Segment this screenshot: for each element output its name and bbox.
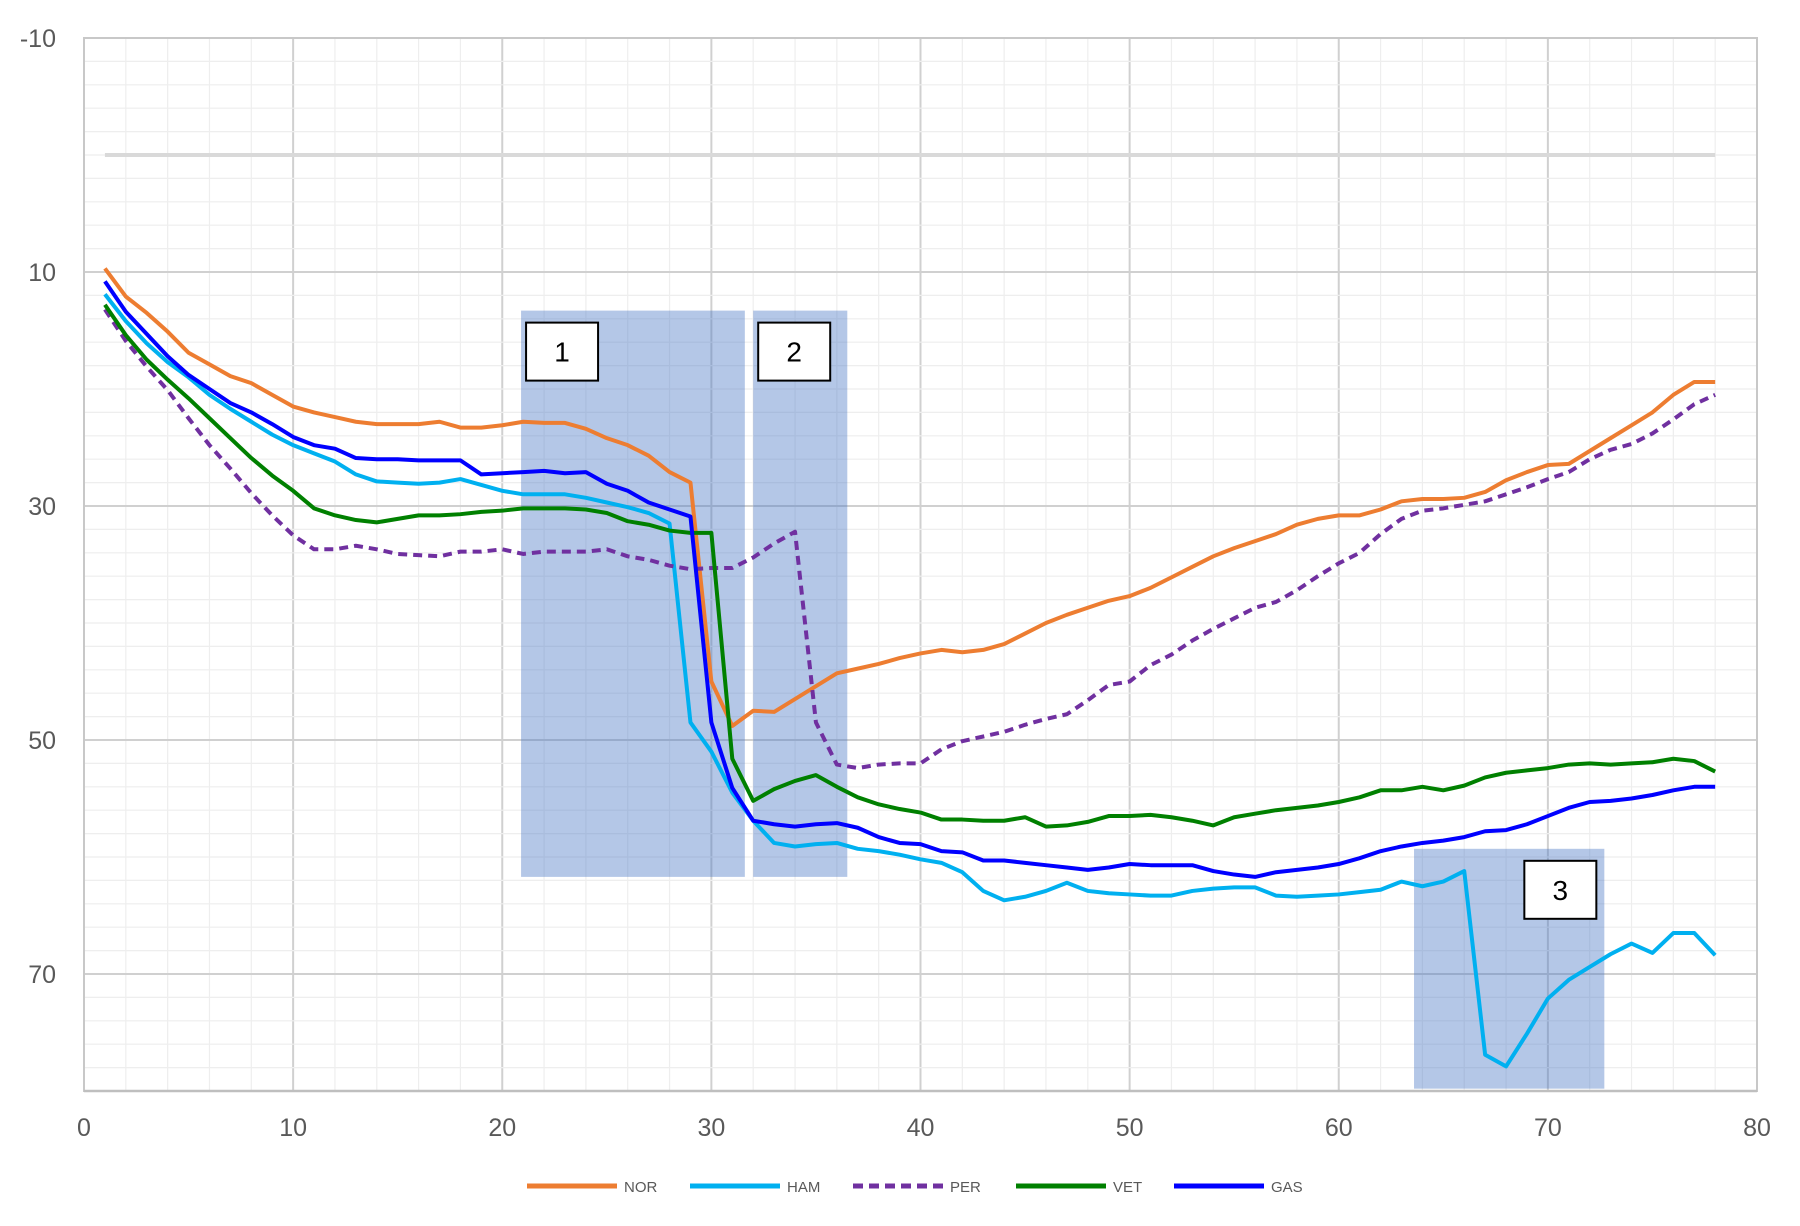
y-tick-label: 50: [28, 727, 56, 755]
axes: 0 10 20 30 40 50 60 70 80 -10 10 30 50 70: [20, 25, 1771, 1142]
legend-item-nor: NOR: [527, 1179, 658, 1196]
x-tick-label: 30: [697, 1114, 725, 1142]
annotation-region-1: [521, 310, 745, 877]
series-line-vet: [103, 303, 1717, 829]
y-tick-label: 30: [28, 493, 56, 521]
series-lines: [103, 267, 1717, 1069]
x-tick-label: 10: [279, 1114, 307, 1142]
legend-label: PER: [950, 1179, 981, 1196]
annotation-regions: [521, 310, 1605, 1089]
y-tick-label: -10: [20, 25, 56, 53]
x-tick-label: 60: [1325, 1114, 1353, 1142]
series-line-per: [103, 308, 1716, 771]
annotation-label-3: 3: [1553, 875, 1569, 906]
legend-label: VET: [1113, 1179, 1142, 1196]
annotation-label-2: 2: [786, 337, 802, 368]
x-tick-label: 80: [1743, 1114, 1771, 1142]
legend-item-ham: HAM: [690, 1179, 820, 1196]
annotation-label-1: 1: [554, 337, 570, 368]
legend: NOR HAM PER VET GAS: [527, 1179, 1303, 1196]
legend-item-per: PER: [853, 1179, 981, 1196]
annotation-label-box-1: [525, 321, 600, 382]
annotation-label-box-3: [1523, 859, 1598, 920]
x-tick-label: 40: [907, 1114, 935, 1142]
grid: [83, 37, 1758, 1092]
x-tick-label: 70: [1534, 1114, 1562, 1142]
series-line-gas: [103, 280, 1716, 879]
annotation-label-box-2: [757, 321, 832, 382]
legend-label: NOR: [624, 1179, 658, 1196]
legend-item-vet: VET: [1016, 1179, 1142, 1196]
y-tick-label: 70: [28, 961, 56, 989]
legend-label: HAM: [787, 1179, 820, 1196]
legend-item-gas: GAS: [1174, 1179, 1303, 1196]
x-tick-label: 0: [77, 1114, 91, 1142]
series-line-nor: [103, 267, 1716, 728]
x-tick-label: 20: [488, 1114, 516, 1142]
series-line-ham: [103, 293, 1717, 1069]
legend-label: GAS: [1271, 1179, 1303, 1196]
x-tick-label: 50: [1116, 1114, 1144, 1142]
y-tick-label: 10: [28, 259, 56, 287]
annotation-labels: 1 2 3: [525, 321, 1598, 920]
